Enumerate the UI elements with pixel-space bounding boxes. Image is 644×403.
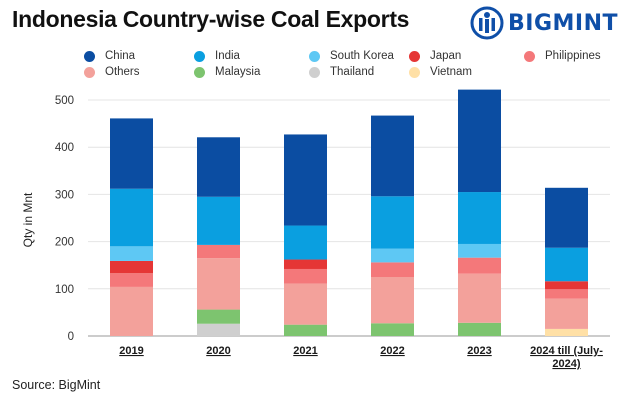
bar-segment-malaysia [371,323,414,336]
bar-segment-philippines [284,268,327,284]
bar-segment-india [197,196,240,245]
y-axis-label: Qty in Mnt [21,192,35,247]
legend-swatch [409,50,420,62]
x-tick-label: 2021 [293,345,317,357]
legend-label: South Korea [330,50,394,62]
bar-segment-others [371,277,414,324]
bar-segment-malaysia [284,324,327,336]
bar-segment-south-korea [371,248,414,263]
bar-segment-china [110,118,153,189]
legend-item-vietnam: Vietnam [409,66,472,78]
bar-segment-thailand [197,323,240,336]
legend-label: Philippines [545,50,601,62]
bar-segment-india [110,188,153,247]
legend-label: Vietnam [430,66,472,78]
y-tick-label: 100 [55,284,74,296]
bar-segment-india [371,196,414,249]
bigmint-logo-icon [470,6,504,40]
y-tick-label: 200 [55,237,74,249]
legend-swatch [194,66,205,78]
x-tick-label: 2022 [380,345,404,357]
x-tick-label: 2024) [552,358,580,370]
bar-segment-philippines [545,289,588,299]
legend-swatch [309,50,320,62]
bar-segment-india [284,225,327,260]
bigmint-logo: BIGMINT [470,4,618,42]
x-tick-label: 2019 [119,345,143,357]
legend-swatch [84,50,95,62]
x-tick-label: 2024 till (July- [530,345,603,357]
bar-segment-others [545,298,588,329]
x-tick-label: 2020 [206,345,230,357]
bar-segment-philippines [110,273,153,287]
legend-item-japan: Japan [409,50,461,62]
legend-item-thailand: Thailand [309,66,374,78]
legend-swatch [524,50,535,62]
bar-segment-japan [284,259,327,269]
bar-segment-philippines [371,262,414,277]
bar-segment-china [197,137,240,197]
logo-text: BIGMINT [508,10,619,36]
legend-label: India [215,50,240,62]
bar-segment-south-korea [110,246,153,261]
bar-segment-others [110,286,153,336]
bar-segment-others [458,273,501,323]
bar-segment-china [545,187,588,248]
bar-segment-india [545,247,588,282]
legend-swatch [84,66,95,78]
bar-segment-philippines [458,257,501,274]
legend-label: Others [105,66,140,78]
bar-segment-japan [545,281,588,290]
bar-segment-malaysia [458,322,501,336]
legend-label: Japan [430,50,462,62]
bar-segment-china [284,134,327,226]
y-tick-label: 0 [68,331,74,343]
legend-swatch [409,66,420,78]
bar-segment-south-korea [458,243,501,258]
legend-item-philippines: Philippines [524,50,601,62]
legend-item-china: China [84,50,135,62]
bar-segment-china [458,89,501,193]
legend-item-india: India [194,50,240,62]
legend-item-malaysia: Malaysia [194,66,260,78]
bar-segment-others [284,283,327,325]
legend-item-south-korea: South Korea [309,50,394,62]
legend-label: Malaysia [215,66,261,78]
bar-segment-others [197,258,240,310]
legend-swatch [309,66,320,78]
bar-segment-japan [110,260,153,274]
bar-segment-philippines [197,244,240,259]
bar-segment-china [371,115,414,197]
y-tick-label: 500 [55,95,74,107]
legend-item-others: Others [84,66,140,78]
bar-segment-malaysia [197,309,240,324]
y-tick-label: 300 [55,189,74,201]
legend-label: China [105,50,136,62]
bar-segment-india [458,192,501,244]
x-tick-label: 2023 [467,345,491,357]
legend-swatch [194,50,205,62]
chart-title: Indonesia Country-wise Coal Exports [12,6,410,32]
y-tick-label: 400 [55,142,74,154]
source-note: Source: BigMint [12,378,101,392]
bar-segment-vietnam [545,328,588,336]
legend-label: Thailand [330,66,375,78]
